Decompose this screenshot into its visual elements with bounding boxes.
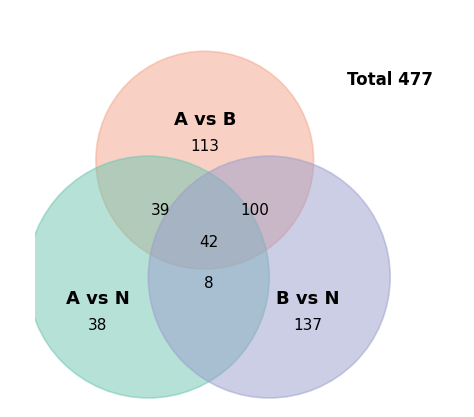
Text: 8: 8 bbox=[204, 276, 214, 291]
Text: 113: 113 bbox=[190, 138, 219, 153]
Circle shape bbox=[148, 156, 390, 398]
Text: 100: 100 bbox=[241, 203, 270, 218]
Circle shape bbox=[96, 51, 314, 269]
Text: 137: 137 bbox=[293, 318, 322, 333]
Text: 42: 42 bbox=[199, 235, 219, 250]
Text: A vs N: A vs N bbox=[66, 290, 130, 308]
Text: Total 477: Total 477 bbox=[347, 70, 433, 88]
Text: 39: 39 bbox=[151, 203, 170, 218]
Text: 38: 38 bbox=[88, 318, 108, 333]
Text: A vs B: A vs B bbox=[173, 111, 236, 129]
Circle shape bbox=[27, 156, 269, 398]
Text: B vs N: B vs N bbox=[276, 290, 339, 308]
